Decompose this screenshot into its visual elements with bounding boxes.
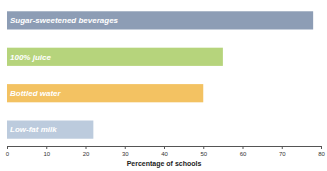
tick-mark [203,146,204,149]
tick-mark [86,146,87,149]
tick-label: 60 [240,151,247,157]
category-labels: Sugar-sweetened beverages 100% juice Bottl… [10,16,119,134]
tick: 80 [318,146,325,157]
tick-label: 0 [6,151,10,157]
tick-mark [46,146,47,149]
tick: 70 [279,146,286,157]
tick: 40 [161,146,168,157]
tick-label: 20 [83,151,90,157]
x-axis-title: Percentage of schools [127,160,202,168]
tick: 30 [122,146,129,157]
tick-label: 70 [279,151,286,157]
tick-label: 40 [161,151,168,157]
tick: 20 [83,146,90,157]
tick-label: 10 [43,151,50,157]
bar [7,121,93,139]
category-label: Bottled water [10,89,62,98]
bar [7,11,313,29]
category-label: 100% juice [10,53,51,62]
tick-mark [321,146,322,149]
tick-mark [7,146,8,149]
tick-label: 30 [122,151,129,157]
axis-line [8,147,322,150]
tick: 0 [6,146,10,157]
tick-mark [282,146,283,149]
tick-mark [164,146,165,149]
bars [7,11,313,138]
x-axis: 0 10 20 30 40 50 60 70 80 [6,146,326,157]
tick-label: 80 [318,151,325,157]
tick-label: 50 [200,151,207,157]
tick: 10 [43,146,50,157]
tick-mark [243,146,244,149]
chart: Sugar-sweetened beverages 100% juice Bottl… [0,0,327,171]
tick: 50 [200,146,207,157]
bar [7,48,223,66]
category-label: Low-fat milk [10,125,57,134]
tick-mark [125,146,126,149]
category-label: Sugar-sweetened beverages [10,16,119,25]
tick: 60 [240,146,247,157]
bar [7,84,203,102]
